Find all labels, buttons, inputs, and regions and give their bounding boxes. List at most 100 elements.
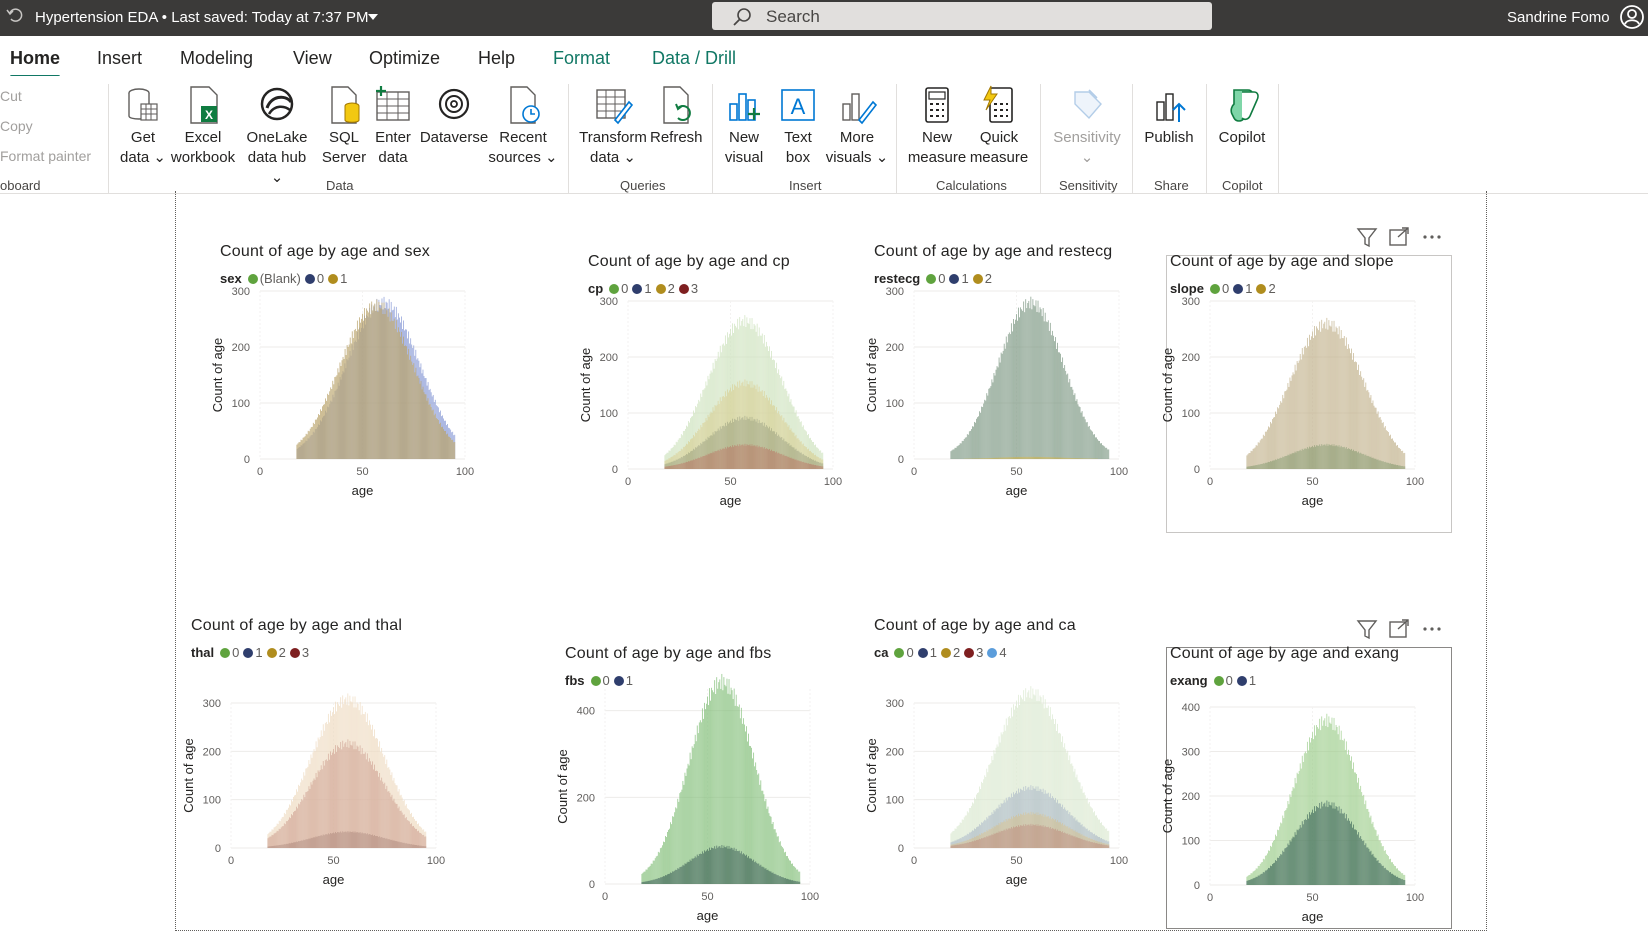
series-1[interactable] [267,831,427,848]
legend-item[interactable]: 1 [328,271,347,286]
refresh-button[interactable]: Refresh [650,84,703,148]
filter-icon[interactable] [1356,620,1378,640]
legend-item[interactable]: 3 [678,281,698,296]
transform-data-button[interactable]: Transform data ⌄ [578,84,648,168]
histogram-bar [791,863,792,884]
sensitivity-button[interactable]: Sensitivity ⌄ [1050,84,1124,168]
dataverse-button[interactable]: Dataverse [418,84,490,148]
histogram-bar [361,318,362,459]
series-0[interactable] [1246,713,1406,885]
account-icon[interactable] [1619,4,1645,30]
tab-format[interactable]: Format [553,48,611,68]
legend-item[interactable]: (Blank) [247,271,301,286]
tab-help[interactable]: Help [478,48,516,68]
copy-button[interactable]: Copy [0,118,33,134]
legend-item[interactable]: 3 [289,645,309,660]
series-1[interactable] [1246,800,1406,885]
series-2[interactable] [1246,317,1406,469]
series-0[interactable] [641,673,801,884]
legend-item[interactable]: 1 [917,645,937,660]
series-3[interactable] [267,739,427,848]
histogram-bar [736,420,738,469]
tab-optimize[interactable]: Optimize [369,48,441,68]
publish-button[interactable]: Publish [1140,84,1198,148]
series-3[interactable] [950,823,1110,848]
copilot-button[interactable]: Copilot [1212,84,1272,148]
legend-item[interactable]: 2 [266,645,286,660]
excel-workbook-button[interactable]: X Excel workbook [168,84,238,168]
tab-modeling[interactable]: Modeling [180,48,254,68]
focus-mode-icon[interactable] [1389,227,1409,246]
recent-sources-button[interactable]: Recent sources ⌄ [488,84,558,168]
legend-item[interactable]: 1 [613,673,633,688]
legend-item[interactable]: 1 [1236,673,1256,688]
search-box[interactable]: Search [712,2,1212,30]
legend-item[interactable]: 4 [987,645,1007,660]
legend-item[interactable]: 3 [964,645,983,660]
sql-server-button[interactable]: SQL Server [318,84,370,168]
cut-button[interactable]: Cut [0,88,22,104]
legend-item[interactable]: 0 [1213,673,1233,688]
chevron-down-icon[interactable] [367,12,379,22]
document-title[interactable]: Hypertension EDA • Last saved: Today at … [35,9,369,26]
series-0[interactable] [950,686,1110,848]
legend-item[interactable]: 2 [972,271,992,286]
legend-item[interactable]: 0 [894,645,914,660]
histogram-bar [1356,451,1357,469]
legend-item[interactable]: 0 [1209,281,1229,296]
series-2[interactable] [963,456,1098,459]
legend-item[interactable]: 1 [632,281,652,296]
legend-item[interactable]: 0 [220,645,239,660]
histogram-bar [677,798,679,884]
legend-item[interactable]: 1 [949,271,969,286]
filter-icon[interactable] [1356,228,1378,248]
focus-mode-icon[interactable] [1389,619,1409,638]
series-1[interactable] [296,299,456,459]
user-name[interactable]: Sandrine Fomo [1507,9,1610,26]
text-box-button[interactable]: A Text box [776,84,820,168]
legend-item[interactable]: 2 [655,281,675,296]
tab-data-drill[interactable]: Data / Drill [652,48,737,68]
legend-item[interactable]: 1 [1233,281,1252,296]
tab-insert[interactable]: Insert [97,48,143,68]
legend-item[interactable]: 0 [926,271,945,286]
histogram-bar [1295,452,1297,469]
new-measure-button[interactable]: New measure [906,84,968,168]
format-painter-button[interactable]: Format painter [0,148,92,164]
enter-data-button[interactable]: Enter data [372,84,414,168]
more-visuals-button[interactable]: More visuals ⌄ [824,84,890,168]
new-visual-button[interactable]: New visual [722,84,766,168]
legend-item[interactable]: 0 [609,281,628,296]
tab-home[interactable]: Home [10,48,61,78]
undo-icon[interactable] [6,6,24,24]
series-1[interactable] [641,845,801,884]
legend-item[interactable]: 2 [1256,281,1276,296]
legend-item[interactable]: 0 [304,271,324,286]
more-options-icon[interactable] [1423,627,1441,631]
tab-view[interactable]: View [293,48,332,68]
series-1[interactable] [1246,443,1406,469]
histogram-bar [694,459,696,469]
histogram-bar [773,431,774,469]
legend-item[interactable]: 0 [590,673,610,688]
quick-measure-button[interactable]: Quick measure [968,84,1030,168]
histogram-bar [1252,465,1254,469]
histogram-bar [728,447,729,469]
series-0[interactable] [950,296,1110,459]
report-canvas[interactable]: Count of age by age and sex sex (Blank) 0 1 C… [0,191,1648,940]
onelake-button[interactable]: OneLake data hub ⌄ [240,84,314,188]
legend-item[interactable]: 2 [940,645,960,660]
get-data-button[interactable]: Get data ⌄ [118,84,168,168]
more-options-icon[interactable] [1423,235,1441,239]
series-1[interactable] [664,415,824,469]
series-3[interactable] [664,443,824,469]
legend-item[interactable]: 1 [243,645,263,660]
